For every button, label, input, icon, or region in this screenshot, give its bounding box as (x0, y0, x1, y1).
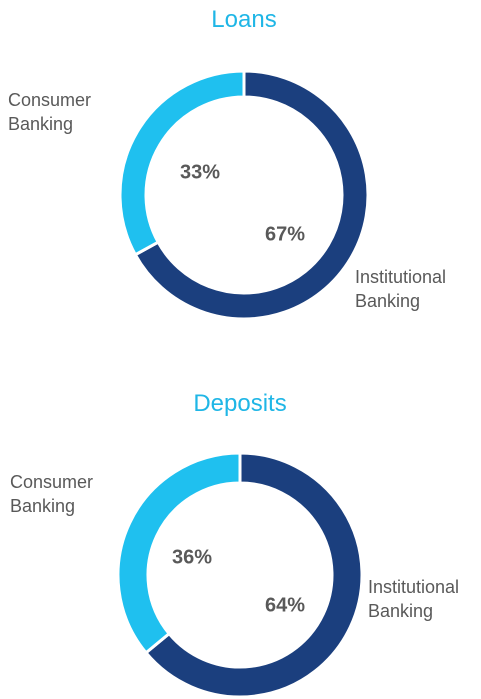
donut-segment (116, 451, 242, 655)
value-label: 36% (172, 546, 212, 568)
donut-segment (143, 451, 364, 699)
chart-title: Loans (211, 6, 277, 33)
value-label: 33% (180, 161, 220, 183)
value-label: 67% (265, 223, 305, 245)
category-label: Institutional Banking (368, 577, 460, 621)
category-label: Consumer Banking (8, 90, 92, 134)
category-label: Institutional Banking (355, 267, 447, 311)
category-label: Consumer Banking (10, 472, 94, 516)
chart-title: Deposits (193, 390, 287, 417)
donut-segment (118, 69, 246, 257)
value-label: 64% (265, 594, 305, 616)
donut-segment (133, 69, 370, 321)
